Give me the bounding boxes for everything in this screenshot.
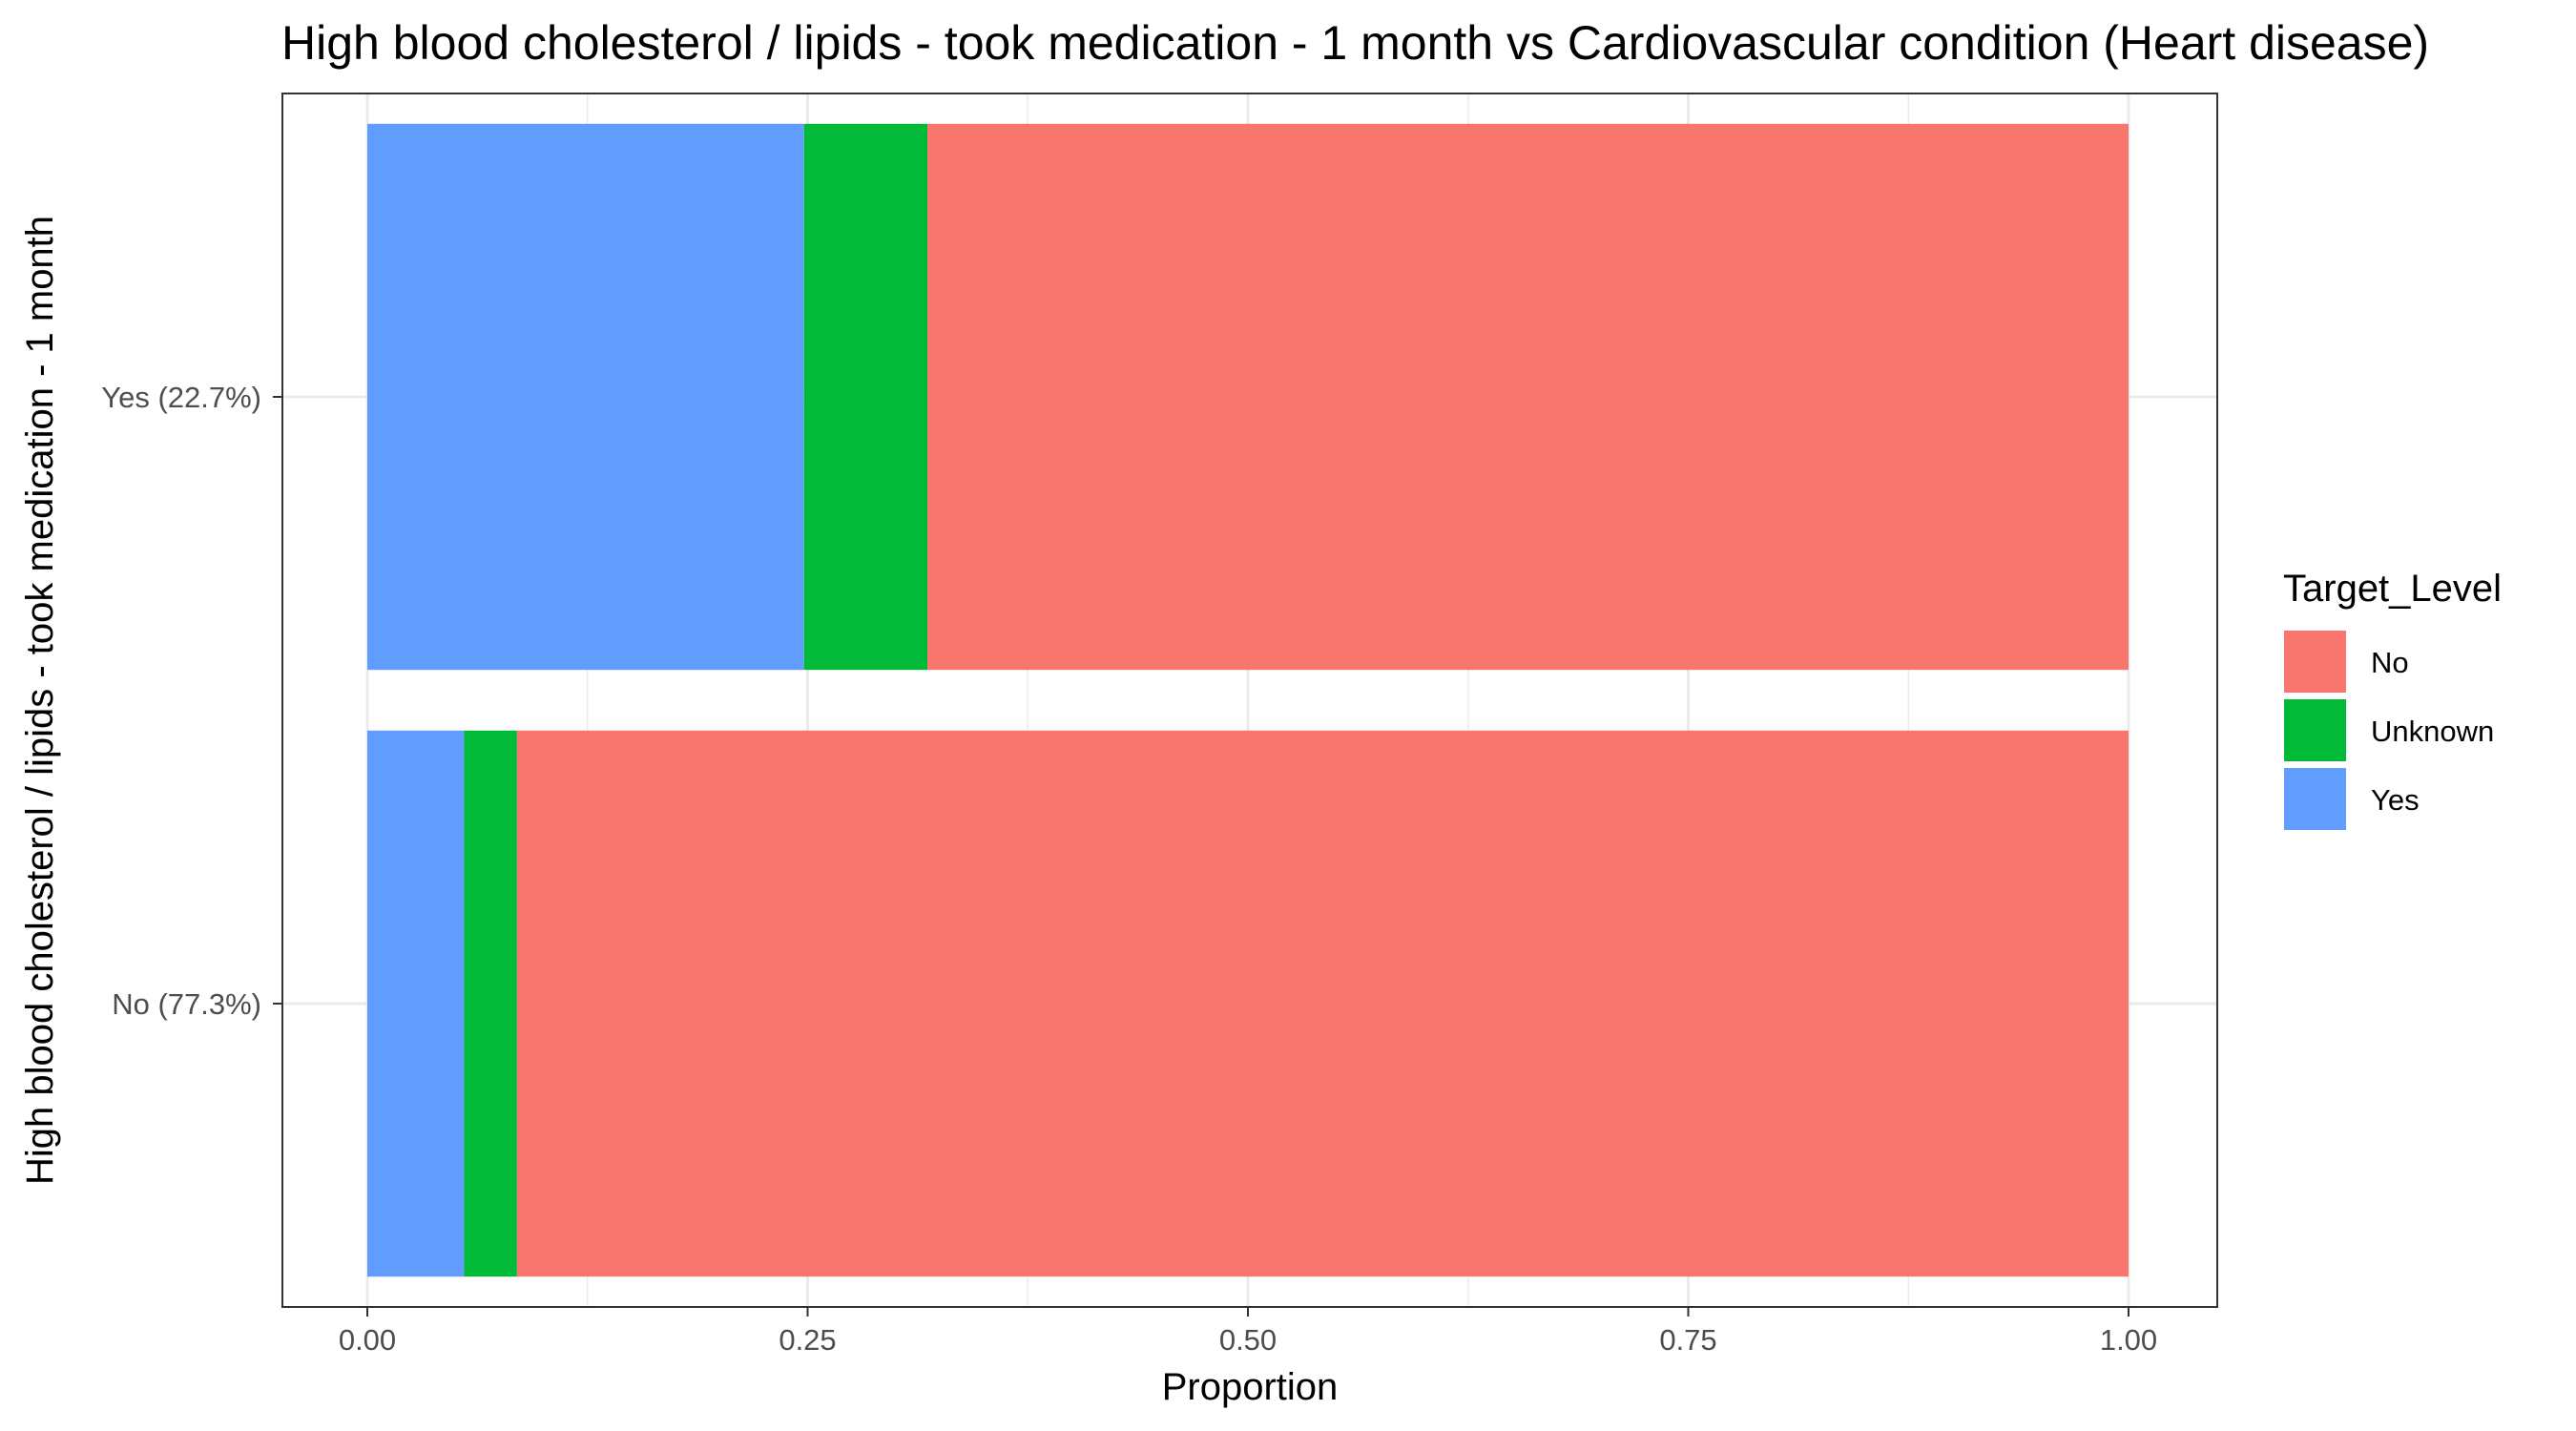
y-axis: Yes (22.7%) No (77.3%) [101,381,282,1021]
x-tick-label: 0.00 [339,1323,396,1357]
bar-segment-yes [367,730,465,1277]
x-tick-label: 0.50 [1219,1323,1277,1357]
x-tick-label: 0.75 [1659,1323,1716,1357]
bar-segment-no [927,123,2129,671]
x-tick-label: 0.25 [779,1323,836,1357]
bar-segment-unknown [803,123,928,671]
legend-title: Target_Level [2283,568,2502,610]
legend: Target_Level No Unknown Yes [2283,568,2502,830]
bars [367,123,2129,1277]
bar-segment-yes [367,123,804,671]
bar-segment-unknown [464,730,517,1277]
x-tick-label: 1.00 [2100,1323,2157,1357]
y-tick-label: No (77.3%) [112,987,261,1021]
legend-label-yes: Yes [2371,783,2420,817]
y-axis-title: High blood cholesterol / lipids - took m… [19,216,61,1185]
legend-key-unknown [2284,699,2346,761]
legend-label-unknown: Unknown [2371,715,2494,748]
x-axis: 0.00 0.25 0.50 0.75 1.00 [339,1307,2157,1357]
legend-key-yes [2284,768,2346,830]
x-axis-title: Proportion [1162,1366,1339,1408]
plot-border [281,93,2218,1308]
chart-title: High blood cholesterol / lipids - took m… [281,16,2429,70]
bar-segment-no [516,730,2129,1277]
y-tick-label: Yes (22.7%) [101,381,261,414]
legend-key-no [2284,631,2346,693]
legend-label-no: No [2371,646,2409,679]
